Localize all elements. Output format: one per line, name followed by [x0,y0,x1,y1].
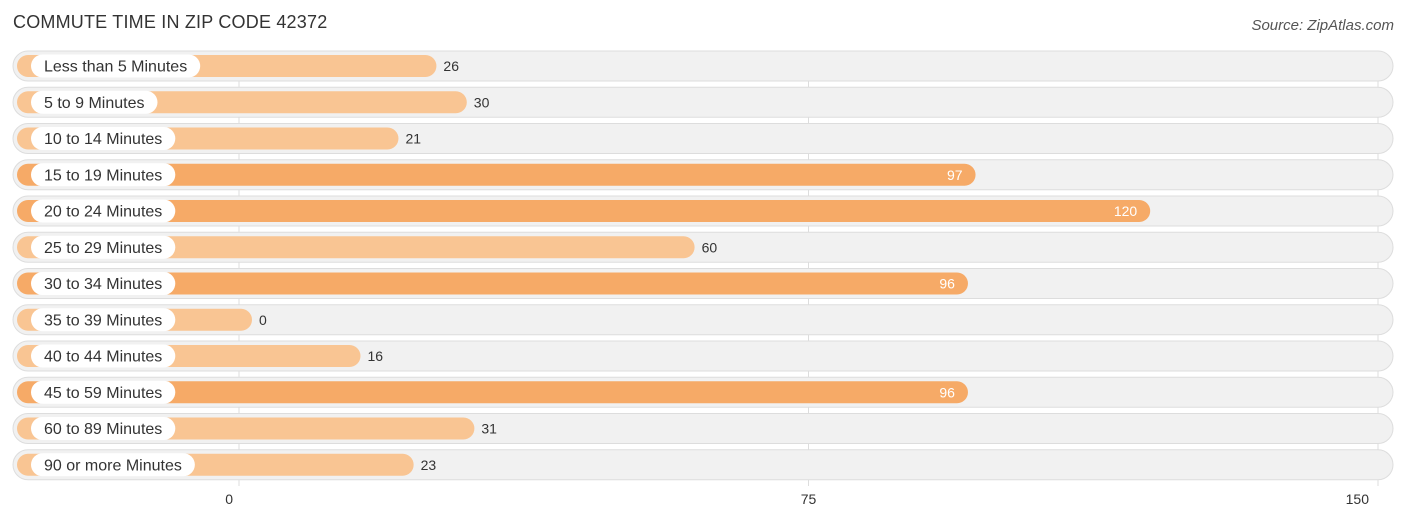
category-label-pill [31,380,176,404]
value-label: 60 [702,239,718,255]
category-label-pill [31,308,176,332]
category-label: 10 to 14 Minutes [44,131,162,148]
value-label: 96 [939,276,955,292]
value-label: 96 [939,384,955,400]
category-label-pill [31,453,195,477]
chart-source: Source: ZipAtlas.com [1251,17,1394,34]
value-label: 30 [474,94,490,110]
x-tick-label: 75 [801,491,817,507]
value-label: 0 [259,312,267,328]
row-track [12,304,1394,336]
category-label: 35 to 39 Minutes [44,312,162,329]
category-label: 15 to 19 Minutes [44,167,162,184]
bar [17,236,695,259]
value-label: 21 [405,131,421,147]
bar [17,381,968,404]
x-tick-label: 150 [1346,491,1370,507]
row-track [12,340,1394,372]
value-label: 26 [443,58,459,74]
category-label: 45 to 59 Minutes [44,385,162,402]
value-label: 16 [367,348,383,364]
bar [17,163,976,186]
category-label-pill [31,417,176,440]
value-label: 31 [481,421,497,437]
category-label-pill [31,163,176,187]
x-tick-label: 0 [225,491,233,507]
category-label-pill [31,344,176,368]
category-label: 25 to 29 Minutes [44,240,162,257]
value-label: 120 [1114,203,1138,219]
category-label: 40 to 44 Minutes [44,349,162,366]
category-label-pill [31,272,176,295]
bar [17,272,968,295]
category-label: 60 to 89 Minutes [44,421,162,438]
chart-title: COMMUTE TIME IN ZIP CODE 42372 [13,12,328,32]
bar [17,200,1151,222]
category-label: Less than 5 Minutes [44,59,187,76]
category-label-pill [31,199,176,223]
category-label-pill [31,54,201,78]
category-label-pill [31,235,176,259]
category-label-pill [31,127,176,150]
category-label-pill [31,90,158,114]
category-label: 90 or more Minutes [44,457,182,474]
value-label: 23 [421,457,437,473]
value-label: 97 [947,167,963,183]
category-label: 30 to 34 Minutes [44,276,162,293]
category-label: 20 to 24 Minutes [44,204,162,221]
category-label: 5 to 9 Minutes [44,95,145,112]
